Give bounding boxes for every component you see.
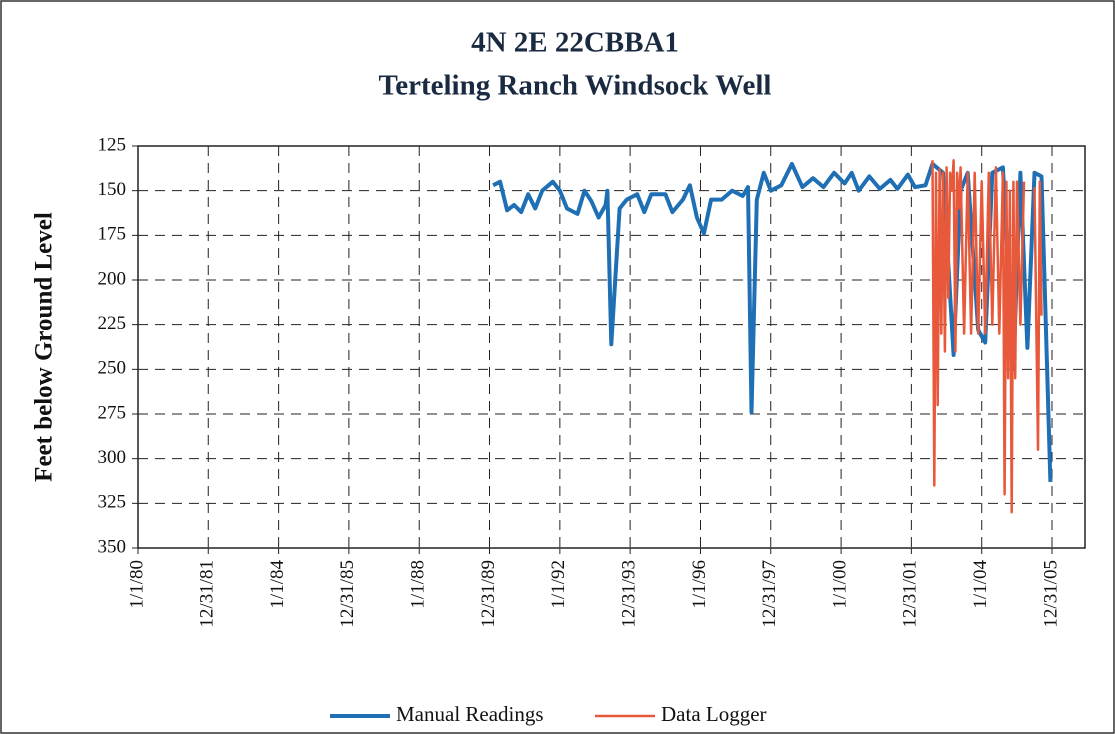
x-tick-label: 1/1/92 [548, 560, 569, 609]
x-tick-label: 12/31/89 [478, 560, 499, 628]
x-tick-label: 1/1/00 [829, 560, 850, 609]
y-tick-label: 250 [98, 358, 127, 379]
plot-border [137, 145, 1086, 549]
y-tick-label: 175 [98, 224, 127, 245]
legend-label: Data Logger [661, 702, 767, 726]
y-tick-label: 150 [98, 179, 127, 200]
y-tick-label: 325 [98, 492, 127, 513]
x-tick-label: 1/1/84 [267, 560, 288, 609]
y-tick-label: 275 [98, 402, 127, 423]
series-line [931, 159, 1043, 514]
x-tick-label: 12/31/93 [618, 560, 639, 628]
x-tick-label: 12/31/01 [900, 560, 921, 628]
x-tick-label: 1/1/80 [126, 560, 147, 609]
y-tick-label: 300 [98, 447, 127, 468]
y-tick-label: 350 [98, 536, 127, 557]
y-tick-label: 125 [98, 134, 127, 155]
y-axis-label: Feet below Ground Level [31, 212, 58, 482]
x-tick-label: 1/1/96 [689, 560, 710, 609]
x-tick-label: 12/31/85 [337, 560, 358, 628]
series-line [492, 161, 1053, 482]
x-tick-label: 1/1/04 [970, 560, 991, 609]
chart-title: 4N 2E 22CBBA1 [471, 27, 679, 59]
x-tick-label: 12/31/97 [759, 560, 780, 628]
y-tick-label: 225 [98, 313, 127, 334]
legend-label: Manual Readings [396, 702, 544, 726]
x-tick-label: 12/31/05 [1040, 560, 1061, 628]
chart-subtitle: Terteling Ranch Windsock Well [379, 70, 772, 102]
x-tick-label: 1/1/88 [408, 560, 429, 609]
y-tick-label: 200 [98, 268, 127, 289]
x-tick-label: 12/31/81 [197, 560, 218, 628]
